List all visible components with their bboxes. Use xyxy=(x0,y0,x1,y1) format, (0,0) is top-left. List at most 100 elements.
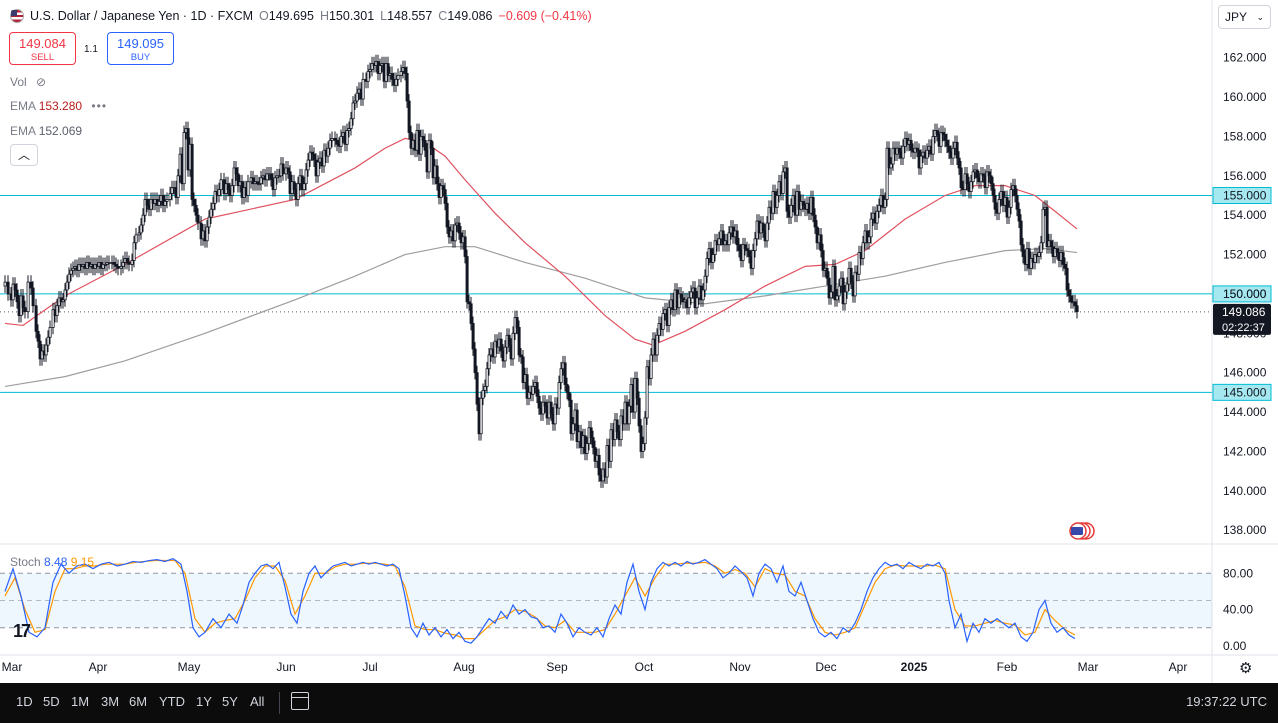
x-tick-label: May xyxy=(178,660,201,674)
candle-body xyxy=(469,303,473,324)
ema2-indicator-label[interactable]: EMA 152.069 xyxy=(10,124,82,138)
candle-body xyxy=(435,165,439,185)
low-label: L xyxy=(380,9,388,23)
candle-body xyxy=(386,63,390,76)
x-tick-label: Jun xyxy=(276,660,295,674)
x-tick-label: Apr xyxy=(89,660,108,674)
current-price-label: 149.086 xyxy=(1222,305,1266,319)
candle-body xyxy=(114,263,118,267)
price-chart[interactable]: 162.000 160.000 158.000 156.000 154.000 152.0… xyxy=(0,0,1278,683)
candle-body xyxy=(891,147,895,165)
candle-body xyxy=(915,147,919,151)
candle-body xyxy=(351,102,355,120)
candle-body xyxy=(141,214,145,226)
candle-body xyxy=(273,177,277,190)
candle-body xyxy=(370,63,374,70)
candle-body xyxy=(347,128,351,131)
candle-body xyxy=(845,283,849,293)
calendar-icon[interactable] xyxy=(291,692,309,710)
range-3m-button[interactable]: 3M xyxy=(101,694,120,709)
x-tick-label: Mar xyxy=(2,660,23,674)
currency-selector[interactable]: JPY ⌄ xyxy=(1218,5,1271,29)
candle-body xyxy=(335,139,339,145)
candle-body xyxy=(366,71,370,82)
collapse-legend-button[interactable]: ︿ xyxy=(10,144,38,166)
range-6m-button[interactable]: 6M xyxy=(129,694,148,709)
countdown-label: 02:22:37 xyxy=(1222,322,1265,334)
candle-body xyxy=(889,163,893,169)
high-value: 150.301 xyxy=(328,9,375,23)
candle-body xyxy=(991,183,995,196)
range-1m-button[interactable]: 1M xyxy=(71,694,90,709)
stoch-indicator-label[interactable]: Stoch 8.48 9.15 xyxy=(10,555,94,569)
candle-body xyxy=(519,354,523,358)
candle-body xyxy=(112,262,116,265)
usd-flag-icon xyxy=(10,9,24,23)
x-tick-label: Aug xyxy=(453,660,474,674)
candle-body xyxy=(1045,206,1049,248)
candle-body xyxy=(21,295,25,309)
candle-body xyxy=(219,179,223,190)
candle-body xyxy=(125,258,129,263)
ema-fast-line xyxy=(4,137,1078,346)
candle-body xyxy=(585,443,589,454)
candle-body xyxy=(959,167,963,189)
candle-body xyxy=(259,177,263,185)
candle-body xyxy=(947,145,951,153)
candle-body xyxy=(849,267,853,283)
candle-body xyxy=(569,399,573,435)
candle-body xyxy=(355,92,359,102)
candle-body xyxy=(525,374,529,399)
candle-body xyxy=(234,167,238,175)
range-5y-button[interactable]: 5Y xyxy=(222,694,238,709)
candle-body xyxy=(1061,252,1065,265)
x-tick-label: Mar xyxy=(1078,660,1099,674)
candle-body xyxy=(116,265,120,269)
symbol-title[interactable]: U.S. Dollar / Japanese Yen · 1D · FXCM xyxy=(30,9,254,23)
candle-body xyxy=(119,265,123,269)
candle-body xyxy=(55,305,59,316)
gear-icon[interactable]: ⚙ xyxy=(1239,660,1253,677)
candle-body xyxy=(721,230,725,246)
candle-body xyxy=(170,187,174,194)
candle-body xyxy=(473,348,477,374)
stoch-label: Stoch xyxy=(10,555,41,569)
candle-body xyxy=(575,409,579,442)
range-ytd-button[interactable]: YTD xyxy=(159,694,185,709)
volume-indicator-label[interactable]: Vol ⊘ xyxy=(10,75,46,89)
change-value: −0.609 (−0.41%) xyxy=(498,9,592,23)
ema1-indicator-label[interactable]: EMA 153.280 ••• xyxy=(10,99,107,113)
candle-body xyxy=(281,163,285,175)
candle-body xyxy=(883,199,887,208)
candle-body xyxy=(71,267,75,271)
more-options-icon[interactable]: ••• xyxy=(91,99,108,113)
range-all-button[interactable]: All xyxy=(250,694,265,709)
utc-clock[interactable]: 19:37:22 UTC xyxy=(1186,694,1267,709)
candle-body xyxy=(1055,248,1059,253)
candle-body xyxy=(302,183,306,190)
y-tick-label: 156.000 xyxy=(1223,169,1267,183)
y-tick-label: 150.000 xyxy=(1223,287,1267,301)
candle-body xyxy=(205,226,209,242)
range-1y-button[interactable]: 1Y xyxy=(196,694,212,709)
candle-body xyxy=(515,317,519,328)
candle-body xyxy=(951,147,955,159)
candle-body xyxy=(649,354,653,379)
candle-body xyxy=(143,199,147,216)
candle-body xyxy=(597,454,601,476)
candle-body xyxy=(296,183,300,200)
eye-off-icon[interactable]: ⊘ xyxy=(36,75,47,89)
buy-button[interactable]: 149.095 BUY xyxy=(107,32,174,65)
candle-body xyxy=(23,307,27,313)
range-5d-button[interactable]: 5D xyxy=(43,694,60,709)
vol-label: Vol xyxy=(10,75,27,89)
candle-body xyxy=(51,309,55,328)
level-price-tag xyxy=(1212,186,1272,204)
candle-body xyxy=(751,250,755,269)
candle-body xyxy=(48,326,52,338)
chart-header: U.S. Dollar / Japanese Yen · 1D · FXCM O… xyxy=(10,9,592,23)
candle-body xyxy=(765,222,769,242)
sell-button[interactable]: 149.084 SELL xyxy=(9,32,76,65)
y-tick-label: 144.000 xyxy=(1223,405,1267,419)
range-1d-button[interactable]: 1D xyxy=(16,694,33,709)
